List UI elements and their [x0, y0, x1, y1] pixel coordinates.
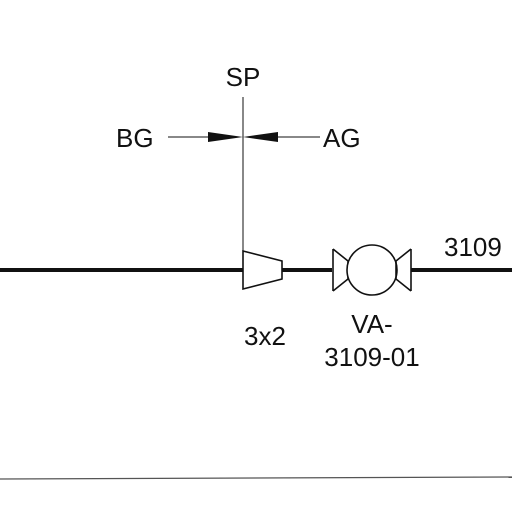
valve-body-left	[332, 248, 349, 292]
valve-bonnet	[346, 244, 398, 296]
valve-body-right	[395, 248, 412, 292]
ag-arrow	[243, 132, 320, 142]
valve-tag-line1: VA-	[351, 309, 392, 339]
reducer-size-label: 3x2	[244, 321, 286, 351]
bg-arrowhead-icon	[208, 132, 243, 142]
sp-label: SP	[226, 62, 261, 92]
ag-label: AG	[323, 123, 361, 153]
valve-tag-line2: 3109-01	[324, 342, 419, 372]
valve-icon	[332, 244, 412, 296]
reducer-icon	[242, 249, 283, 291]
bg-arrow	[168, 132, 243, 142]
line-number-label: 3109	[444, 232, 502, 262]
bg-label: BG	[116, 123, 154, 153]
ag-arrowhead-icon	[243, 132, 278, 142]
bottom-border-line	[0, 476, 512, 480]
